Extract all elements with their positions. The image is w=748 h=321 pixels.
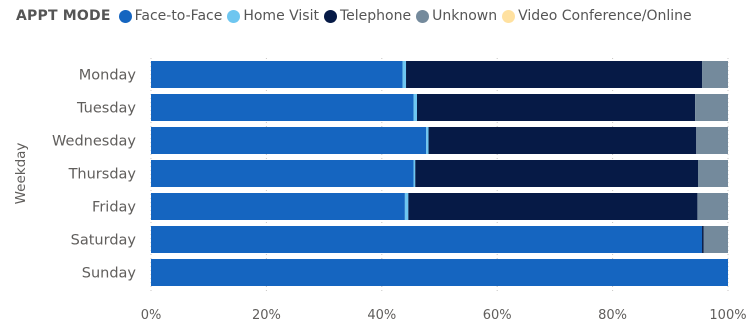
x-tick-label: 80% xyxy=(598,308,627,321)
legend: APPT MODE Face-to-Face Home Visit Telephon… xyxy=(16,6,697,26)
bar-segment xyxy=(151,94,414,121)
legend-label: Telephone xyxy=(339,8,412,24)
bar-segment xyxy=(703,226,728,253)
bar-segment xyxy=(415,160,698,187)
bar-segment xyxy=(402,61,407,88)
x-tick-label: 100% xyxy=(709,308,746,321)
x-tick-label: 40% xyxy=(367,308,396,321)
bar-segment xyxy=(416,94,696,121)
legend-item-1[interactable]: Home Visit xyxy=(227,8,319,24)
legend-label: Face-to-Face xyxy=(134,8,223,24)
category-label: Wednesday xyxy=(52,134,136,150)
bar-segment xyxy=(151,127,427,154)
legend-label: Unknown xyxy=(432,8,498,24)
legend-swatch xyxy=(502,9,516,23)
legend-label: Home Visit xyxy=(243,8,319,24)
bar-segment xyxy=(413,160,416,187)
bar-segment xyxy=(702,226,704,253)
category-label: Tuesday xyxy=(76,101,136,117)
category-label: Saturday xyxy=(71,233,137,249)
x-tick-label: 60% xyxy=(483,308,512,321)
bar-segment xyxy=(151,160,414,187)
bar-segment xyxy=(695,94,728,121)
legend-swatch xyxy=(118,9,132,23)
bar-segment xyxy=(151,61,403,88)
bar-segment xyxy=(697,160,728,187)
bar-segment xyxy=(406,61,703,88)
bar-segment xyxy=(696,127,728,154)
legend-item-0[interactable]: Face-to-Face xyxy=(118,8,223,24)
bar-segment xyxy=(702,61,728,88)
bar-segment xyxy=(426,127,429,154)
legend-swatch xyxy=(416,9,430,23)
bar-segment xyxy=(413,94,417,121)
category-label: Sunday xyxy=(82,266,137,282)
bar-segment xyxy=(428,127,697,154)
bar-segment xyxy=(408,193,698,220)
bar-segment xyxy=(151,226,703,253)
legend-item-4[interactable]: Video Conference/Online xyxy=(502,8,692,24)
legend-item-3[interactable]: Unknown xyxy=(416,8,497,24)
x-tick-label: 0% xyxy=(141,308,162,321)
legend-swatch xyxy=(227,9,241,23)
legend-title: APPT MODE xyxy=(16,8,111,24)
category-label: Monday xyxy=(79,68,137,84)
bar-segment xyxy=(697,193,728,220)
legend-item-2[interactable]: Telephone xyxy=(323,8,412,24)
bar-segment xyxy=(404,193,409,220)
legend-label: Video Conference/Online xyxy=(518,8,692,24)
category-label: Friday xyxy=(92,200,136,216)
y-axis-title: Weekday xyxy=(13,143,29,205)
legend-swatch xyxy=(323,9,337,23)
category-label: Thursday xyxy=(68,167,137,183)
x-tick-label: 20% xyxy=(252,308,281,321)
bar-segment xyxy=(151,193,405,220)
bar-segment xyxy=(151,259,728,286)
